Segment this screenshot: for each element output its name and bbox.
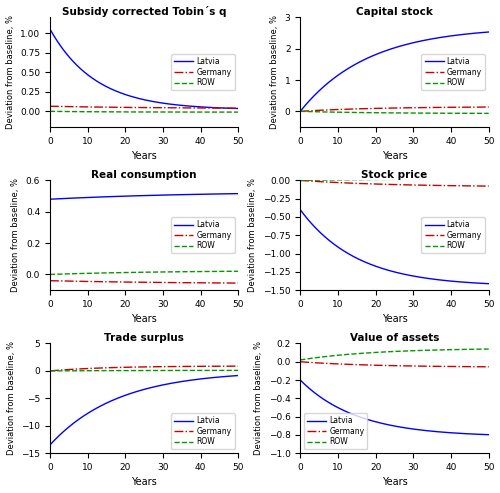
Legend: Latvia, Germany, ROW: Latvia, Germany, ROW: [171, 413, 234, 449]
Title: Trade surplus: Trade surplus: [104, 333, 184, 343]
Title: Stock price: Stock price: [362, 170, 428, 179]
X-axis label: Years: Years: [132, 477, 157, 488]
Title: Value of assets: Value of assets: [350, 333, 439, 343]
Title: Capital stock: Capital stock: [356, 6, 433, 17]
X-axis label: Years: Years: [132, 315, 157, 324]
Legend: Latvia, Germany, ROW: Latvia, Germany, ROW: [304, 413, 368, 449]
Y-axis label: Deviation from baseline, %: Deviation from baseline, %: [248, 178, 258, 292]
Legend: Latvia, Germany, ROW: Latvia, Germany, ROW: [422, 217, 485, 253]
Y-axis label: Deviation from baseline, %: Deviation from baseline, %: [12, 178, 20, 292]
Legend: Latvia, Germany, ROW: Latvia, Germany, ROW: [171, 217, 234, 253]
Legend: Latvia, Germany, ROW: Latvia, Germany, ROW: [171, 54, 234, 90]
Y-axis label: Deviation from baseline, %: Deviation from baseline, %: [270, 15, 279, 129]
Y-axis label: Deviation from baseline, %: Deviation from baseline, %: [6, 15, 15, 129]
X-axis label: Years: Years: [382, 315, 407, 324]
Title: Real consumption: Real consumption: [92, 170, 197, 179]
X-axis label: Years: Years: [382, 477, 407, 488]
X-axis label: Years: Years: [382, 151, 407, 161]
Y-axis label: Deviation from baseline, %: Deviation from baseline, %: [6, 341, 16, 456]
Title: Subsidy corrected Tobin´s q: Subsidy corrected Tobin´s q: [62, 5, 226, 17]
X-axis label: Years: Years: [132, 151, 157, 161]
Legend: Latvia, Germany, ROW: Latvia, Germany, ROW: [422, 54, 485, 90]
Y-axis label: Deviation from baseline, %: Deviation from baseline, %: [254, 341, 263, 456]
